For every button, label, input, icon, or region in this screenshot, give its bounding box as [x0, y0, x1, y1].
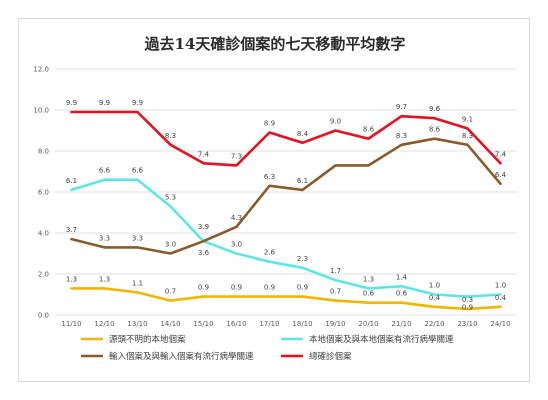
y-tick-label: 8.0 — [38, 148, 49, 156]
x-tick-label: 13/10 — [127, 320, 147, 328]
line-chart: 過去14天確診個案的七天移動平均數字 0.0 2.0 4.0 6.0 8.0 10.0 12… — [33, 35, 517, 362]
data-label: 0.6 — [396, 290, 408, 298]
data-label: 1.3 — [66, 275, 77, 283]
x-tick-label: 24/10 — [490, 320, 510, 328]
data-label: 8.3 — [462, 132, 473, 140]
series-line-2 — [70, 178, 502, 298]
data-label: 6.3 — [264, 173, 275, 181]
x-tick-label: 18/10 — [292, 320, 312, 328]
x-tick-label: 11/10 — [61, 320, 81, 328]
y-tick-label: 12.0 — [33, 66, 49, 74]
data-label: 9.9 — [132, 99, 143, 107]
data-label: 0.9 — [297, 284, 308, 292]
data-label: 1.0 — [429, 282, 440, 290]
data-label: 0.3 — [462, 296, 473, 304]
data-label: 7.4 — [495, 150, 507, 158]
data-label: 9.1 — [462, 115, 473, 123]
data-label: 2.6 — [264, 249, 276, 257]
x-tick-label: 12/10 — [94, 320, 114, 328]
x-tick-label: 22/10 — [424, 320, 444, 328]
chart-frame: 過去14天確診個案的七天移動平均數字 0.0 2.0 4.0 6.0 8.0 10.0 12… — [18, 18, 530, 382]
chart-title: 過去14天確診個案的七天移動平均數字 — [144, 35, 406, 53]
x-tick-label: 14/10 — [160, 320, 180, 328]
data-label: 3.3 — [132, 234, 143, 242]
x-tick-label: 17/10 — [259, 320, 279, 328]
legend-entry: 輸入個案及與輸入個案有流行病學關連 — [109, 351, 254, 362]
series-line-4 — [70, 110, 502, 167]
data-label: 8.4 — [297, 130, 309, 138]
data-label: 3.0 — [231, 241, 242, 249]
y-tick-label: 2.0 — [38, 271, 49, 279]
x-tick-label: 15/10 — [193, 320, 213, 328]
x-tick-label: 16/10 — [226, 320, 246, 328]
legend-entry: 源頭不明的本地個案 — [109, 334, 186, 345]
data-label: 3.6 — [198, 249, 210, 257]
data-label: 5.3 — [165, 193, 176, 201]
series-line-1 — [70, 287, 502, 311]
data-label: 6.6 — [99, 167, 111, 175]
data-label: 1.1 — [132, 279, 143, 287]
data-label: 2.3 — [297, 255, 308, 263]
data-label: 9.9 — [66, 99, 77, 107]
legend-entry: 總確診個案 — [309, 351, 352, 362]
x-tick-label: 23/10 — [457, 320, 477, 328]
data-label: 1.7 — [330, 267, 341, 275]
data-label: 1.4 — [396, 273, 408, 281]
data-label: 4.3 — [231, 214, 242, 222]
data-label: 7.4 — [198, 150, 210, 158]
data-label: 3.3 — [99, 234, 110, 242]
data-label: 7.3 — [231, 152, 242, 160]
data-label: 0.9 — [462, 304, 473, 312]
data-label: 0.4 — [429, 294, 441, 302]
data-label: 0.4 — [495, 294, 507, 302]
data-label: 0.7 — [330, 288, 341, 296]
x-tick-label: 20/10 — [358, 320, 378, 328]
y-tick-label: 6.0 — [38, 189, 49, 197]
data-label: 0.6 — [363, 290, 375, 298]
data-label: 6.4 — [495, 171, 507, 179]
data-label: 0.9 — [231, 284, 242, 292]
data-label: 6.1 — [66, 177, 77, 185]
data-label: 3.0 — [165, 241, 176, 249]
data-label: 1.3 — [99, 275, 110, 283]
legend-entry: 本地個案及與本地個案有流行病學關連 — [309, 334, 454, 345]
data-label: 3.7 — [66, 226, 77, 234]
data-label: 9.0 — [330, 118, 341, 126]
data-label: 6.1 — [297, 177, 308, 185]
data-label: 8.6 — [429, 126, 441, 134]
data-label: 1.3 — [363, 275, 374, 283]
x-tick-label: 19/10 — [325, 320, 345, 328]
data-label: 1.0 — [495, 282, 506, 290]
data-label: 8.9 — [264, 120, 275, 128]
data-label: 8.6 — [363, 126, 375, 134]
y-tick-label: 4.0 — [38, 230, 49, 238]
data-label: 3.9 — [198, 223, 209, 231]
data-label: 8.3 — [165, 132, 176, 140]
data-label: 9.7 — [396, 103, 407, 111]
y-tick-label: 0.0 — [38, 312, 49, 320]
data-label: 6.6 — [132, 167, 144, 175]
data-label: 8.3 — [396, 132, 407, 140]
data-label: 0.9 — [264, 284, 275, 292]
y-tick-label: 10.0 — [33, 107, 49, 115]
x-tick-label: 21/10 — [391, 320, 411, 328]
data-label: 0.9 — [198, 284, 209, 292]
series-line-3 — [70, 137, 502, 255]
data-label: 9.9 — [99, 99, 110, 107]
data-label: 9.6 — [429, 105, 441, 113]
data-label: 0.7 — [165, 288, 176, 296]
